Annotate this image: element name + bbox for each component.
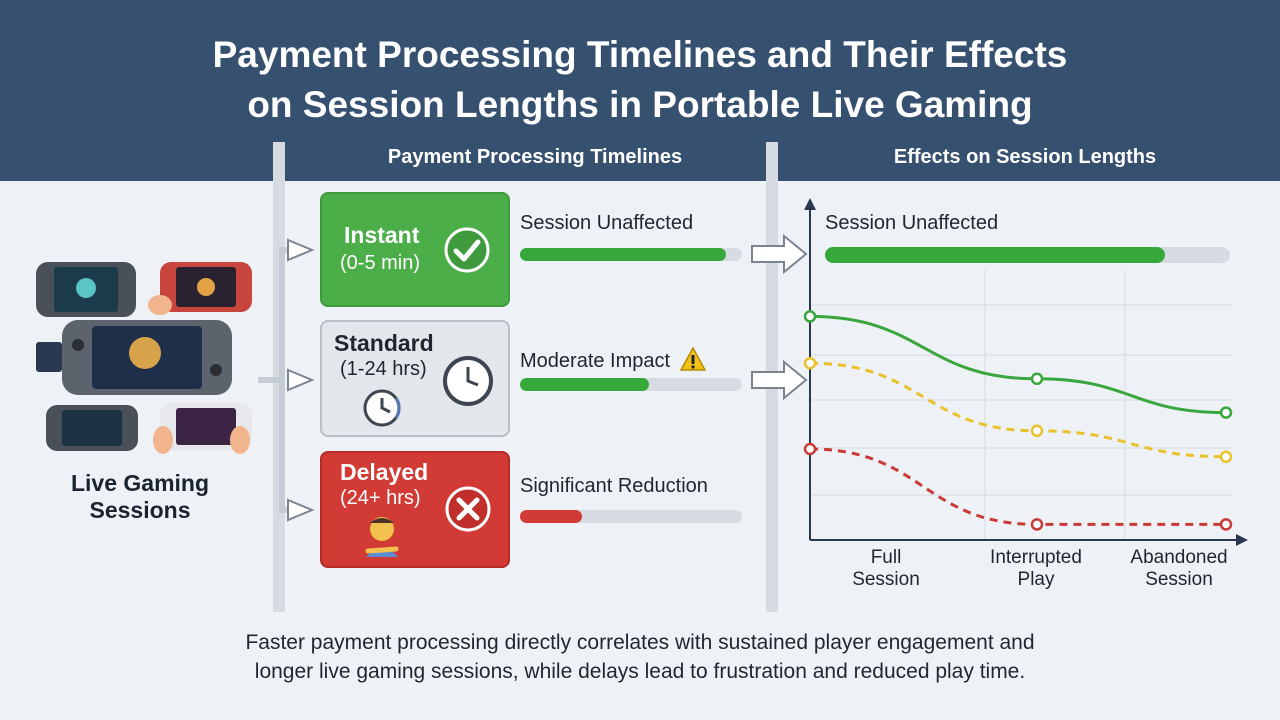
header-banner (0, 0, 1280, 181)
impact-bar-standard (520, 378, 742, 391)
warning-icon (679, 346, 706, 371)
console-top-left (36, 262, 136, 317)
console-top-right (148, 262, 252, 315)
series-0-point-1 (1030, 372, 1044, 386)
source-label: Live Gaming Sessions (40, 470, 240, 524)
tier-name-standard: Standard (334, 330, 434, 356)
arrow-to-instant-icon (287, 238, 315, 262)
arrow-effect-2-icon (751, 359, 808, 401)
series-line-2 (809, 447, 1226, 526)
series-0-point-2 (1219, 406, 1233, 419)
impact-bar-instant (520, 248, 742, 261)
series-2-point-0 (803, 442, 817, 456)
footer-line-1: Faster payment processing directly corre… (245, 631, 1035, 654)
tier-card-instant: Instant (0-5 min) (320, 192, 510, 307)
column-heading-timelines: Payment Processing Timelines (387, 146, 683, 168)
handheld-console-icon (36, 262, 252, 454)
impact-bar-delayed (520, 510, 742, 523)
source-label-line-2: Sessions (89, 497, 191, 523)
x-axis-arrow-icon (1236, 534, 1248, 546)
tier-duration-standard: (1-24 hrs) (340, 358, 427, 380)
status-delayed: Significant Reduction (520, 475, 708, 497)
console-bottom-right (153, 403, 252, 454)
effects-bar-fill (825, 247, 1166, 263)
title-line-2: on Session Lengths in Portable Live Gami… (247, 84, 1033, 125)
arrow-to-standard-icon (287, 368, 315, 392)
title-line-1: Payment Processing Timelines and Their E… (212, 34, 1068, 75)
console-center (36, 320, 232, 395)
impact-bar-fill-delayed (520, 510, 583, 523)
series-0-point-0 (803, 310, 817, 323)
series-1-point-1 (1030, 424, 1044, 438)
impact-bar-fill-standard (520, 378, 649, 391)
x-icon (445, 486, 491, 532)
series-2-point-1 (1030, 518, 1044, 531)
series-line-1 (809, 361, 1227, 459)
status-standard: Moderate Impact (520, 343, 706, 373)
footer-line-2: longer live gaming sessions, while delay… (254, 660, 1026, 683)
branch-connectors (258, 238, 315, 522)
y-axis-arrow-icon (804, 198, 816, 210)
x-tick-label-2: Abandoned Session (1130, 547, 1228, 590)
effect-arrows (751, 233, 808, 401)
series-1-point-0 (803, 356, 817, 370)
tier-name-delayed: Delayed (340, 459, 429, 485)
chart-grid (810, 270, 1232, 540)
footer-caption: Faster payment processing directly corre… (0, 628, 1280, 686)
tier-duration-instant: (0-5 min) (340, 252, 421, 274)
x-tick-label-0: Full Session (852, 547, 920, 590)
source-label-line-1: Live Gaming (70, 470, 210, 496)
tier-name-instant: Instant (344, 222, 420, 248)
tier-card-standard: Standard (1-24 hrs) (320, 320, 510, 437)
effects-status: Session Unaffected (825, 212, 999, 234)
page-title: Payment Processing Timelines and Their E… (0, 30, 1280, 130)
tier-card-delayed: Delayed (24+ hrs) (320, 451, 510, 568)
arrow-to-delayed-icon (287, 498, 315, 522)
clock-icon (443, 356, 493, 406)
series-1-point-2 (1219, 450, 1233, 464)
impact-bar-fill-instant (520, 248, 727, 261)
status-instant: Session Unaffected (520, 212, 694, 234)
column-heading-effects: Effects on Session Lengths (893, 146, 1157, 168)
console-bottom-left (46, 405, 138, 451)
checkmark-icon (444, 227, 490, 273)
small-clock-icon (363, 389, 401, 427)
arrow-effect-1-icon (751, 233, 808, 275)
series-2-point-2 (1219, 518, 1233, 531)
effects-bar (825, 247, 1230, 263)
chart-series (803, 310, 1233, 531)
status-standard-text: Moderate Impact (520, 350, 671, 372)
tier-duration-delayed: (24+ hrs) (340, 487, 421, 509)
x-tick-label-1: Interrupted Play (990, 547, 1082, 590)
frustrated-person-icon (365, 517, 399, 557)
series-line-0 (809, 314, 1227, 415)
